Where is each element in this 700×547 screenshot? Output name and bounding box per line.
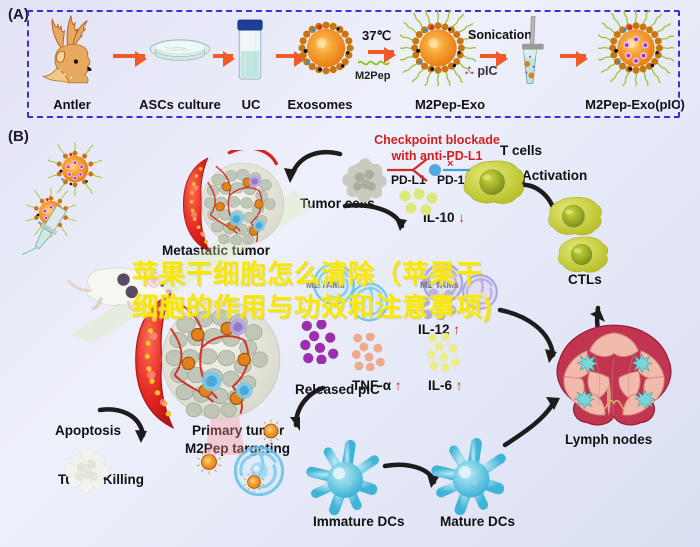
svg-text:×: × — [447, 158, 453, 170]
